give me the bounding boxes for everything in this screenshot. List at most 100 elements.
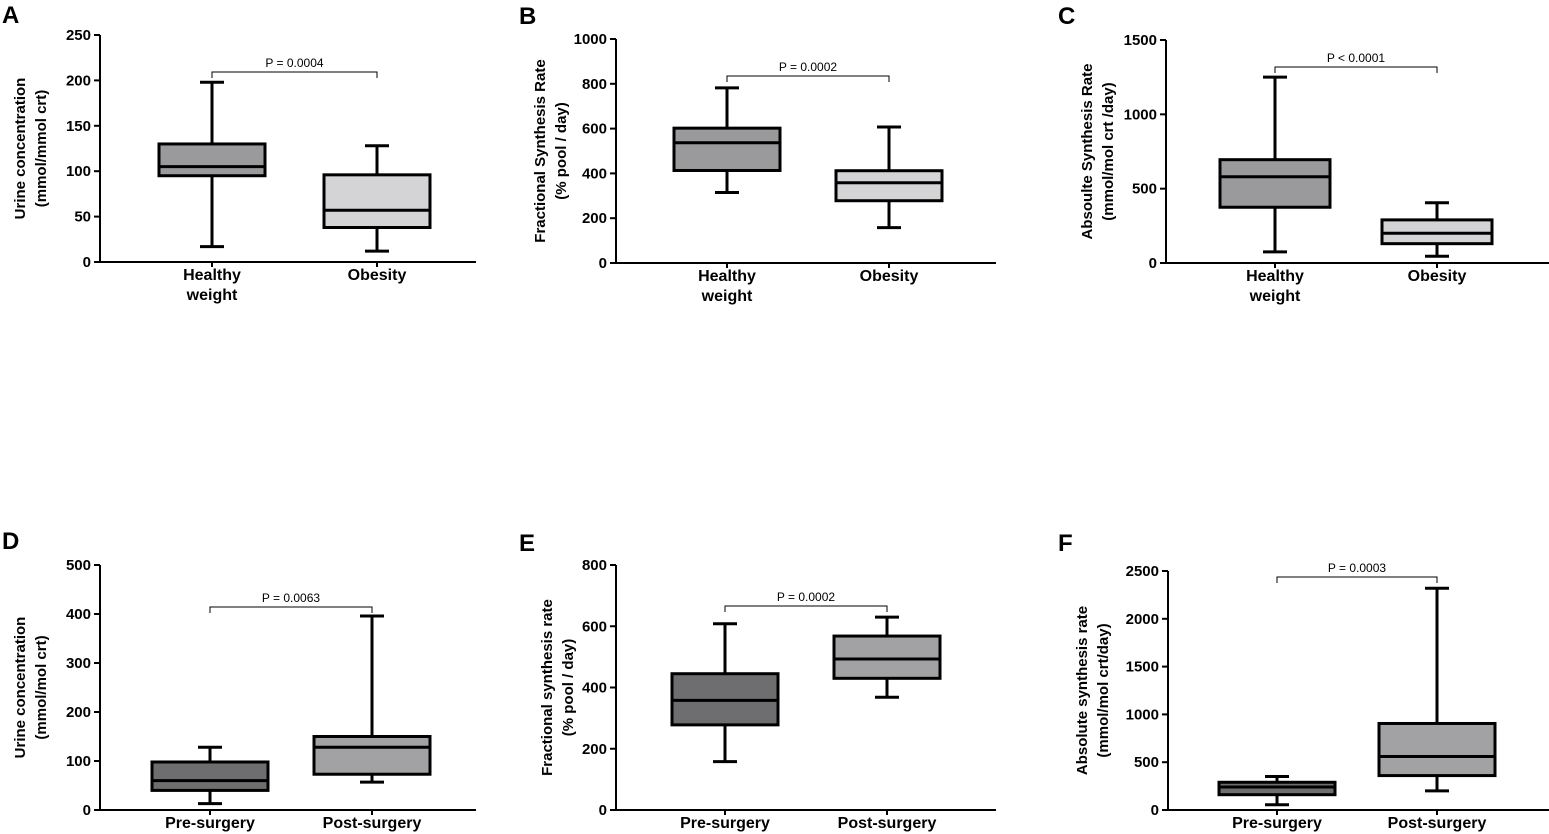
- panel-letter: A: [2, 2, 19, 29]
- significance-bracket: [211, 71, 378, 78]
- box-group-2: Obesity: [1380, 201, 1494, 285]
- y-tick-label: 200: [66, 72, 91, 89]
- y-tick-label: 2500: [1126, 563, 1159, 580]
- y-axis-title: Absolute synthesis rate: [1074, 606, 1091, 775]
- y-tick-label: 800: [582, 76, 607, 93]
- box-group-2: Post-surgery: [1377, 586, 1497, 832]
- y-tick-label: 150: [66, 118, 91, 135]
- y-axis-title: Fractional synthesis rate: [539, 599, 556, 776]
- y-axis-title: Urine concentration: [12, 617, 29, 759]
- box-group-1: Pre-surgery: [150, 745, 270, 832]
- y-tick-label: 400: [66, 606, 91, 623]
- y-axis-title: Absoulte Synthesis Rate: [1079, 64, 1096, 240]
- box-group-1: Healthy weight: [672, 86, 782, 305]
- iqr-box: [832, 634, 942, 680]
- iqr-box: [834, 169, 944, 203]
- box-group-1: Pre-surgery: [670, 622, 780, 832]
- x-category-label: weight: [1249, 288, 1301, 305]
- box-group-1: Pre-surgery: [1217, 775, 1337, 832]
- y-tick-label: 2000: [1126, 611, 1159, 628]
- y-tick-label: 250: [66, 27, 91, 44]
- iqr-box: [1377, 721, 1497, 778]
- y-tick-label: 100: [66, 753, 91, 770]
- x-category-label: Healthy: [698, 268, 756, 285]
- panel-a: A 0 50 100 150 200 250 Urine concentration (mmol…: [2, 2, 476, 304]
- y-axis-title: Fractional Synthesis Rate: [532, 59, 549, 242]
- y-axis-title: (mmol/mmol crt): [33, 90, 50, 208]
- y-tick-label: 0: [599, 255, 607, 272]
- x-category-label: Healthy: [183, 267, 241, 284]
- iqr-box: [672, 126, 782, 172]
- panel-letter: B: [519, 3, 536, 30]
- y-axis-title: (mmol/mol crt): [33, 635, 50, 739]
- x-category-label: Obesity: [860, 268, 919, 285]
- y-tick-label: 0: [83, 802, 91, 819]
- p-value-label: P < 0.0001: [1327, 51, 1385, 65]
- panel-f: F 0 500 1000 1500 2000 2500 Absolute synthesis …: [1058, 530, 1549, 832]
- y-tick-label: 600: [582, 618, 607, 635]
- panel-letter: C: [1058, 3, 1075, 30]
- box-group-1: Healthy weight: [1218, 75, 1332, 305]
- iqr-box: [322, 173, 432, 229]
- box-group-2: Post-surgery: [832, 615, 942, 832]
- box-group-2: Obesity: [322, 144, 432, 284]
- box-group-2: Post-surgery: [312, 614, 432, 832]
- y-axis-title: Urine concentration: [12, 78, 29, 220]
- y-tick-label: 500: [1134, 754, 1159, 771]
- p-value-label: P = 0.0002: [777, 590, 835, 604]
- y-tick-label: 1500: [1126, 659, 1159, 676]
- significance-bracket: [1276, 576, 1438, 583]
- x-category-label: Post-surgery: [838, 815, 937, 832]
- x-category-label: weight: [186, 287, 238, 304]
- panel-letter: F: [1058, 530, 1073, 557]
- box-group-1: Healthy weight: [157, 80, 267, 304]
- x-category-label: Obesity: [1408, 268, 1467, 285]
- significance-bracket: [209, 606, 373, 613]
- p-value-label: P = 0.0003: [1328, 561, 1386, 575]
- x-category-label: Pre-surgery: [165, 815, 255, 832]
- y-tick-label: 1000: [1124, 106, 1157, 123]
- y-tick-label: 200: [66, 704, 91, 721]
- panel-e: E 0 200 400 600 800 Fractional synthesis rate(…: [519, 530, 996, 832]
- x-category-label: Pre-surgery: [680, 815, 770, 832]
- y-tick-label: 500: [1132, 181, 1157, 198]
- x-category-label: Pre-surgery: [1232, 815, 1322, 832]
- box-group-2: Obesity: [834, 125, 944, 285]
- y-tick-label: 0: [1151, 802, 1159, 819]
- panel-b: B 0 200 400 600 800 1000 Fractional Synthesis R…: [519, 3, 996, 305]
- y-tick-label: 50: [74, 209, 91, 226]
- y-tick-label: 1000: [574, 31, 607, 48]
- y-tick-label: 400: [582, 165, 607, 182]
- y-tick-label: 0: [83, 254, 91, 271]
- y-tick-label: 300: [66, 655, 91, 672]
- iqr-box: [157, 142, 267, 178]
- y-axis-title: (mmol/mol crt /day): [1100, 82, 1117, 220]
- p-value-label: P = 0.0002: [779, 60, 837, 74]
- y-tick-label: 800: [582, 557, 607, 574]
- significance-bracket: [726, 75, 890, 82]
- y-tick-label: 0: [599, 802, 607, 819]
- x-category-label: weight: [701, 288, 753, 305]
- y-tick-label: 1000: [1126, 706, 1159, 723]
- x-category-label: Post-surgery: [1388, 815, 1487, 832]
- panel-letter: E: [519, 530, 535, 557]
- y-tick-label: 1500: [1124, 32, 1157, 49]
- y-tick-label: 200: [582, 741, 607, 758]
- y-axis-title: (% pool / day): [553, 102, 570, 200]
- panel-c: C 0 500 1000 1500 Absoulte Synthesis Rate (mmo…: [1058, 3, 1549, 305]
- x-category-label: Obesity: [348, 267, 407, 284]
- iqr-box: [312, 735, 432, 776]
- y-tick-label: 500: [66, 557, 91, 574]
- y-tick-label: 100: [66, 163, 91, 180]
- y-tick-label: 0: [1149, 255, 1157, 272]
- panel-letter: D: [2, 528, 19, 555]
- p-value-label: P = 0.0004: [265, 56, 323, 70]
- significance-bracket: [724, 605, 888, 612]
- panel-d: D 0 100 200 300 400 500 Urine concentration (mmo…: [2, 528, 476, 832]
- x-category-label: Post-surgery: [323, 815, 422, 832]
- iqr-box: [150, 760, 270, 792]
- p-value-label: P = 0.0063: [262, 591, 320, 605]
- significance-bracket: [1274, 66, 1438, 73]
- y-tick-label: 200: [582, 210, 607, 227]
